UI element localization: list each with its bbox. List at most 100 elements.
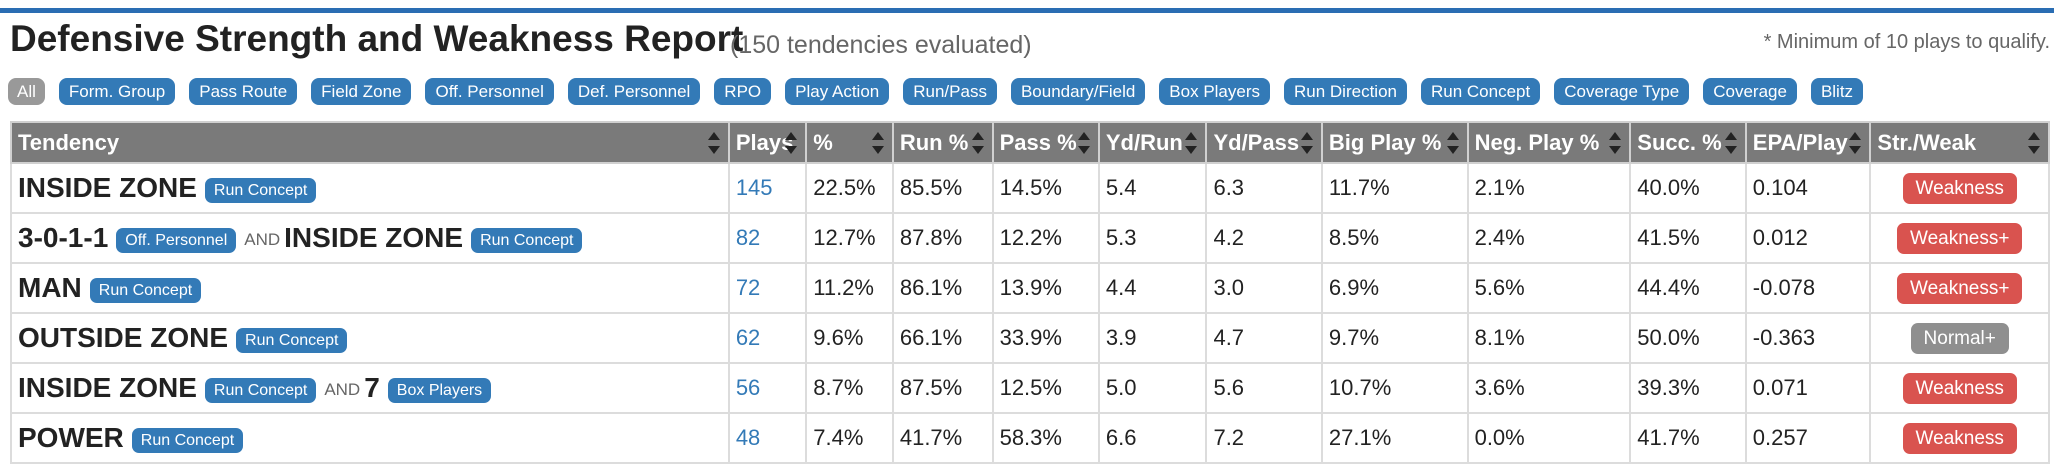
and-connector: AND xyxy=(324,380,361,399)
yd-run-cell: 3.9 xyxy=(1097,312,1208,364)
yd-run-cell: 4.4 xyxy=(1097,262,1208,314)
yd-pass-cell: 7.2 xyxy=(1205,412,1323,464)
filter-all[interactable]: All xyxy=(8,77,45,105)
filter-boundary-field[interactable]: Boundary/Field xyxy=(1010,77,1146,105)
status-badge: Weakness+ xyxy=(1896,222,2023,254)
sort-icon[interactable] xyxy=(1724,132,1737,154)
plays-cell: 56 xyxy=(727,362,808,414)
page-title: Defensive Strength and Weakness Report xyxy=(10,18,744,59)
column-header-pct[interactable]: % xyxy=(805,121,894,164)
tendency-cell: OUTSIDE ZONE Run Concept xyxy=(10,312,730,364)
sort-icon[interactable] xyxy=(1609,132,1622,154)
pct-cell: 11.2% xyxy=(805,262,894,314)
column-header-tendency[interactable]: Tendency xyxy=(10,121,730,164)
category-tag: Run Concept xyxy=(471,227,583,253)
category-tag: Off. Personnel xyxy=(116,227,237,253)
tendency-table: Tendency Plays% Run % Pass % Yd/Run Yd/Pass Bi… xyxy=(10,121,2050,464)
table-row[interactable]: MAN Run Concept 72 11.2% 86.1% 13.9% 4.4 3.0 6.9… xyxy=(10,262,2050,314)
filter-play-action[interactable]: Play Action xyxy=(785,77,890,105)
filter-field-zone[interactable]: Field Zone xyxy=(311,77,412,105)
sort-icon[interactable] xyxy=(1300,132,1313,154)
tendency-name: 3-0-1-1 xyxy=(18,222,109,253)
tendency-name: 7 xyxy=(364,372,380,403)
column-header-succ[interactable]: Succ. % xyxy=(1629,121,1747,164)
neg-play-cell: 2.4% xyxy=(1466,212,1632,264)
pass-pct-cell: 13.9% xyxy=(991,262,1100,314)
filter-coverage-type[interactable]: Coverage Type xyxy=(1554,77,1690,105)
column-header-plays[interactable]: Plays xyxy=(727,121,808,164)
column-header-neg-play[interactable]: Neg. Play % xyxy=(1466,121,1632,164)
column-header-label: Pass % xyxy=(999,129,1077,155)
column-header-big-play[interactable]: Big Play % xyxy=(1320,121,1469,164)
plays-cell: 145 xyxy=(727,162,808,214)
column-header-str-weak[interactable]: Str./Weak xyxy=(1869,121,2050,164)
sort-icon[interactable] xyxy=(1849,132,1862,154)
tendency-cell: INSIDE ZONE Run Concept xyxy=(10,162,730,214)
succ-cell: 50.0% xyxy=(1629,312,1747,364)
filter-off-personnel[interactable]: Off. Personnel xyxy=(425,77,554,105)
table-row[interactable]: OUTSIDE ZONE Run Concept 62 9.6% 66.1% 33.9% 3… xyxy=(10,312,2050,364)
sort-icon[interactable] xyxy=(1185,132,1198,154)
run-pct-cell: 41.7% xyxy=(891,412,994,464)
column-header-label: Run % xyxy=(899,129,969,155)
category-tag: Run Concept xyxy=(131,427,244,453)
column-header-label: Succ. % xyxy=(1637,129,1722,155)
table-row[interactable]: INSIDE ZONE Run Concept AND 7 Box Players 56 8… xyxy=(10,362,2050,414)
sort-icon[interactable] xyxy=(971,132,984,154)
filter-rpo[interactable]: RPO xyxy=(714,77,772,105)
tendency-cell: MAN Run Concept xyxy=(10,262,730,314)
column-header-label: Big Play % xyxy=(1328,129,1442,155)
neg-play-cell: 5.6% xyxy=(1466,262,1632,314)
sort-icon[interactable] xyxy=(1077,132,1090,154)
filter-run-pass[interactable]: Run/Pass xyxy=(903,77,997,105)
tendency-cell: POWER Run Concept xyxy=(10,412,730,464)
column-header-run[interactable]: Run % xyxy=(891,121,994,164)
column-header-label: Neg. Play % xyxy=(1474,129,1600,155)
tendency-name: MAN xyxy=(18,272,82,303)
neg-play-cell: 3.6% xyxy=(1466,362,1632,414)
filter-run-concept[interactable]: Run Concept xyxy=(1421,77,1541,105)
column-header-epa-play[interactable]: EPA/Play xyxy=(1744,121,1872,164)
column-header-yd-run[interactable]: Yd/Run xyxy=(1097,121,1208,164)
sort-icon[interactable] xyxy=(1446,132,1459,154)
strength-weakness-cell: Normal+ xyxy=(1869,312,2050,364)
category-tag: Run Concept xyxy=(204,177,317,203)
tendency-name: INSIDE ZONE xyxy=(284,222,464,253)
succ-cell: 40.0% xyxy=(1629,162,1747,214)
filter-def-personnel[interactable]: Def. Personnel xyxy=(567,77,701,105)
filter-form-group[interactable]: Form. Group xyxy=(58,77,176,105)
filter-run-direction[interactable]: Run Direction xyxy=(1284,77,1407,105)
plays-link[interactable]: 62 xyxy=(735,325,761,350)
category-tag: Run Concept xyxy=(89,277,202,303)
sort-icon[interactable] xyxy=(871,132,884,154)
pass-pct-cell: 14.5% xyxy=(991,162,1100,214)
pct-cell: 22.5% xyxy=(805,162,894,214)
table-row[interactable]: INSIDE ZONE Run Concept 145 22.5% 85.5% 14.5%… xyxy=(10,162,2050,214)
filter-box-players[interactable]: Box Players xyxy=(1159,77,1270,105)
filter-pass-route[interactable]: Pass Route xyxy=(189,77,298,105)
plays-link[interactable]: 56 xyxy=(735,375,761,400)
sort-icon[interactable] xyxy=(707,132,720,154)
column-header-yd-pass[interactable]: Yd/Pass xyxy=(1205,121,1323,164)
sort-icon[interactable] xyxy=(2028,132,2040,154)
tendency-name: INSIDE ZONE xyxy=(18,372,197,403)
yd-run-cell: 6.6 xyxy=(1097,412,1208,464)
neg-play-cell: 8.1% xyxy=(1466,312,1632,364)
plays-link[interactable]: 145 xyxy=(735,175,773,200)
plays-link[interactable]: 82 xyxy=(735,225,761,250)
filter-coverage[interactable]: Coverage xyxy=(1703,77,1797,105)
plays-link[interactable]: 72 xyxy=(735,275,761,300)
filter-blitz[interactable]: Blitz xyxy=(1810,77,1864,105)
table-row[interactable]: 3-0-1-1 Off. Personnel AND INSIDE ZONE Run C… xyxy=(10,212,2050,264)
sort-icon[interactable] xyxy=(785,132,798,154)
column-header-label: Plays xyxy=(735,129,794,155)
tendency-name: POWER xyxy=(18,422,124,453)
and-connector: AND xyxy=(244,230,281,249)
table-row[interactable]: POWER Run Concept 48 7.4% 41.7% 58.3% 6.6 7.2 27… xyxy=(10,412,2050,464)
plays-link[interactable]: 48 xyxy=(735,425,761,450)
yd-run-cell: 5.3 xyxy=(1097,212,1208,264)
status-badge: Normal+ xyxy=(1910,322,2009,354)
column-header-pass[interactable]: Pass % xyxy=(991,121,1100,164)
yd-pass-cell: 6.3 xyxy=(1205,162,1323,214)
epa-cell: -0.363 xyxy=(1744,312,1872,364)
